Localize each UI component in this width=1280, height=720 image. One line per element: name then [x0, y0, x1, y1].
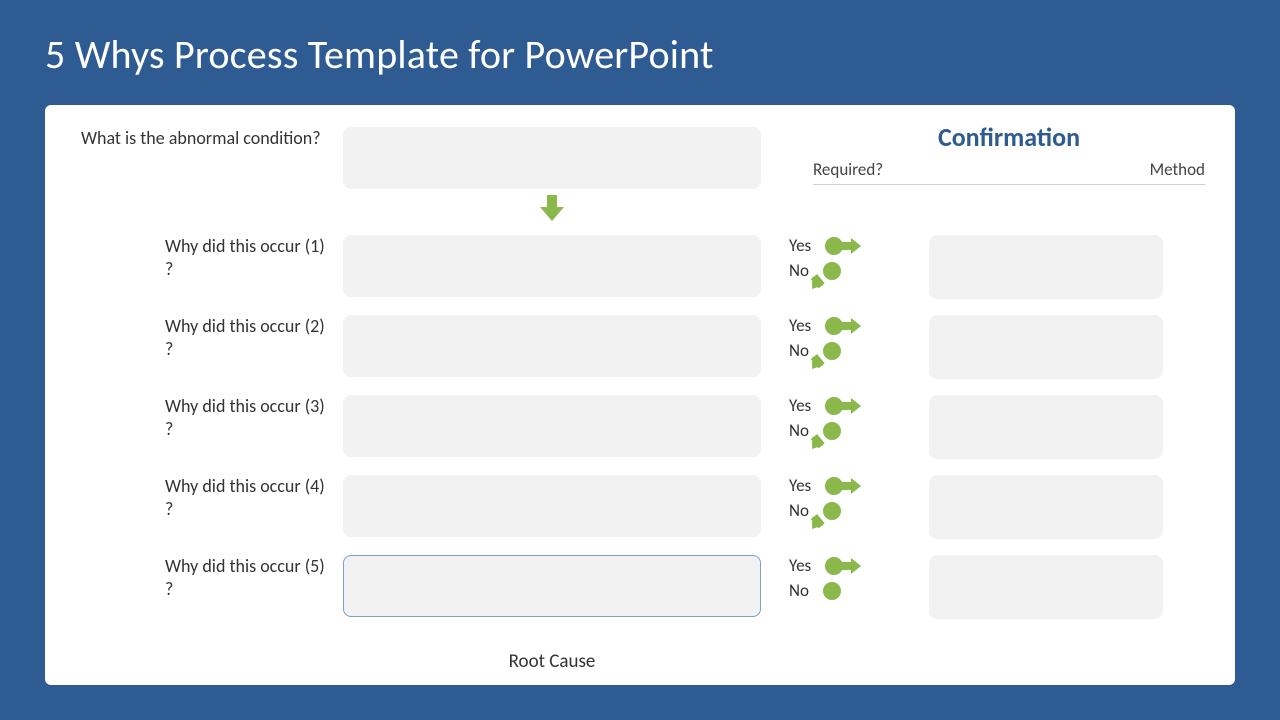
- required-block: Yes No: [789, 315, 917, 361]
- yes-label: Yes: [789, 555, 811, 576]
- yes-arrow-icon: [825, 557, 843, 575]
- yes-arrow-icon: [825, 237, 843, 255]
- why-row: Why did this occur (4) ? Yes No: [75, 475, 1205, 539]
- no-label: No: [789, 420, 809, 441]
- root-cause-label: Root Cause: [343, 650, 761, 673]
- abnormal-input-wrap: [343, 127, 761, 189]
- no-label: No: [789, 500, 809, 521]
- required-block: Yes No: [789, 555, 917, 601]
- required-block: Yes No: [789, 395, 917, 441]
- no-arrow-icon: [823, 342, 841, 360]
- required-block: Yes No: [789, 475, 917, 521]
- content-card: Confirmation Required? Method What is th…: [45, 105, 1235, 685]
- no-arrow-icon: [823, 582, 841, 600]
- method-label: Method: [1150, 159, 1205, 180]
- why-question-text: Why did this occur (2) ?: [165, 315, 331, 360]
- why-question-text: Why did this occur (1) ?: [165, 235, 331, 280]
- why-question-text: Why did this occur (3) ?: [165, 395, 331, 440]
- method-input[interactable]: [929, 395, 1163, 459]
- why-question-text: Why did this occur (4) ?: [165, 475, 331, 520]
- why-input[interactable]: [343, 235, 761, 297]
- whys-list: Why did this occur (1) ?YesNoWhy did thi…: [75, 235, 1205, 619]
- yes-arrow-icon: [825, 477, 843, 495]
- down-arrow-icon: [541, 195, 563, 223]
- why-input[interactable]: [343, 555, 761, 617]
- why-row: Why did this occur (2) ? Yes No: [75, 315, 1205, 379]
- no-arrow-icon: [823, 422, 841, 440]
- abnormal-question: What is the abnormal condition?: [75, 127, 331, 150]
- method-input[interactable]: [929, 235, 1163, 299]
- no-arrow-icon: [823, 262, 841, 280]
- confirmation-header: Confirmation Required? Method: [813, 121, 1205, 185]
- no-label: No: [789, 340, 809, 361]
- yes-arrow-icon: [825, 317, 843, 335]
- yes-label: Yes: [789, 235, 811, 256]
- why-row: Why did this occur (5) ? Yes No: [75, 555, 1205, 619]
- method-input[interactable]: [929, 315, 1163, 379]
- slide-background: 5 Whys Process Template for PowerPoint C…: [0, 0, 1280, 720]
- method-input[interactable]: [929, 475, 1163, 539]
- required-label: Required?: [813, 159, 883, 180]
- why-input[interactable]: [343, 315, 761, 377]
- yes-label: Yes: [789, 475, 811, 496]
- why-row: Why did this occur (3) ? Yes No: [75, 395, 1205, 459]
- confirmation-heading: Confirmation: [813, 121, 1205, 153]
- required-block: Yes No: [789, 235, 917, 281]
- why-input[interactable]: [343, 395, 761, 457]
- why-input[interactable]: [343, 475, 761, 537]
- no-label: No: [789, 580, 809, 601]
- method-input[interactable]: [929, 555, 1163, 619]
- why-row: Why did this occur (1) ? Yes No: [75, 235, 1205, 299]
- no-label: No: [789, 260, 809, 281]
- confirmation-subheader: Required? Method: [813, 159, 1205, 185]
- abnormal-question-text: What is the abnormal condition?: [81, 127, 331, 150]
- down-arrow-wrap: [343, 189, 761, 229]
- yes-arrow-icon: [825, 397, 843, 415]
- slide-title: 5 Whys Process Template for PowerPoint: [45, 30, 1235, 79]
- no-arrow-icon: [823, 502, 841, 520]
- yes-label: Yes: [789, 315, 811, 336]
- why-question-text: Why did this occur (5) ?: [165, 555, 331, 600]
- yes-label: Yes: [789, 395, 811, 416]
- abnormal-input[interactable]: [343, 127, 761, 189]
